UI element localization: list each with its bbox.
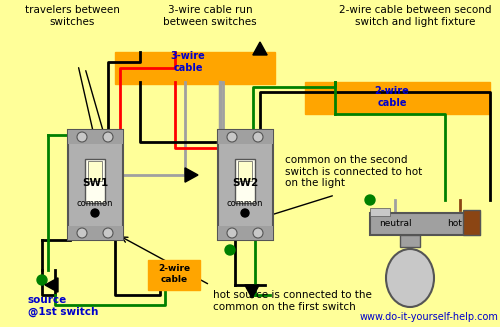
Bar bbox=[370, 208, 390, 216]
Circle shape bbox=[225, 245, 235, 255]
Bar bbox=[235, 159, 255, 203]
Circle shape bbox=[365, 195, 375, 205]
Bar bbox=[148, 260, 200, 290]
Circle shape bbox=[227, 228, 237, 238]
Circle shape bbox=[103, 228, 113, 238]
Polygon shape bbox=[185, 168, 198, 182]
Text: common: common bbox=[77, 198, 113, 208]
Bar bbox=[218, 130, 272, 240]
Circle shape bbox=[91, 209, 99, 217]
Text: common: common bbox=[227, 198, 263, 208]
Bar bbox=[68, 130, 122, 144]
Bar bbox=[218, 226, 272, 240]
Text: SW2: SW2 bbox=[232, 178, 258, 188]
Circle shape bbox=[227, 132, 237, 142]
Bar bbox=[218, 130, 272, 144]
Text: 3-wire cable run
between switches: 3-wire cable run between switches bbox=[163, 5, 257, 26]
Circle shape bbox=[77, 132, 87, 142]
Circle shape bbox=[253, 132, 263, 142]
Text: source
@1st switch: source @1st switch bbox=[28, 295, 98, 317]
Bar bbox=[400, 235, 420, 247]
Bar bbox=[238, 161, 252, 181]
Text: SW1: SW1 bbox=[82, 178, 108, 188]
Text: 2-wire
cable: 2-wire cable bbox=[374, 86, 410, 108]
Bar bbox=[115, 52, 275, 84]
Polygon shape bbox=[253, 42, 267, 55]
Text: www.do-it-yourself-help.com: www.do-it-yourself-help.com bbox=[359, 312, 498, 322]
Circle shape bbox=[103, 132, 113, 142]
Text: hot source is connected to the
common on the first switch: hot source is connected to the common on… bbox=[213, 290, 372, 312]
Bar bbox=[463, 210, 480, 235]
Text: 2-wire cable between second
switch and light fixture: 2-wire cable between second switch and l… bbox=[339, 5, 491, 26]
Text: 3-wire
cable: 3-wire cable bbox=[170, 51, 205, 73]
Bar bbox=[88, 161, 102, 181]
Text: common on the second
switch is connected to hot
on the light: common on the second switch is connected… bbox=[285, 155, 422, 188]
Text: 2-wire
cable: 2-wire cable bbox=[158, 264, 190, 284]
Circle shape bbox=[253, 228, 263, 238]
Bar bbox=[85, 159, 105, 203]
Bar bbox=[305, 82, 490, 114]
Bar bbox=[68, 130, 122, 240]
Polygon shape bbox=[45, 278, 58, 292]
Circle shape bbox=[77, 228, 87, 238]
Text: neutral: neutral bbox=[378, 219, 412, 229]
Bar bbox=[370, 213, 480, 235]
Text: hot: hot bbox=[448, 219, 462, 229]
Text: travelers between
switches: travelers between switches bbox=[24, 5, 120, 26]
Circle shape bbox=[241, 209, 249, 217]
Circle shape bbox=[37, 275, 47, 285]
Ellipse shape bbox=[386, 249, 434, 307]
Bar bbox=[68, 226, 122, 240]
Polygon shape bbox=[245, 285, 259, 298]
